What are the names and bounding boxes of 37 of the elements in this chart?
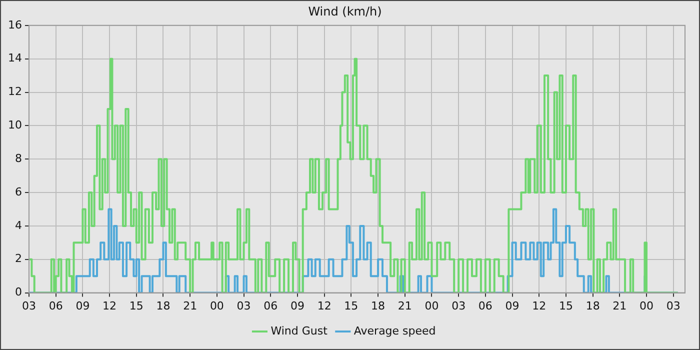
x-tick-label: 06 (48, 299, 63, 312)
x-tick-label: 12 (102, 299, 117, 312)
x-tick-label: 21 (612, 299, 627, 312)
x-tick-label: 15 (344, 299, 358, 312)
y-tick-label: 10 (8, 118, 22, 132)
x-tick-label: 03 (236, 299, 251, 312)
y-tick-label: 12 (8, 85, 22, 98)
y-tick-label: 0 (14, 286, 22, 299)
x-tick-label: 18 (586, 299, 600, 312)
legend-label: Average speed (354, 324, 436, 338)
x-tick-label: 00 (424, 299, 439, 312)
y-tick-label: 8 (14, 152, 22, 165)
x-tick-label: 12 (317, 299, 332, 312)
x-tick-label: 15 (558, 299, 573, 312)
x-tick-label: 21 (183, 299, 198, 312)
x-tick-label: 09 (505, 299, 520, 312)
y-tick-label: 16 (8, 18, 22, 32)
x-tick-label: 03 (666, 299, 680, 312)
x-tick-label: 15 (129, 299, 144, 312)
x-tick-label: 06 (264, 299, 278, 312)
y-tick-label: 4 (14, 218, 22, 232)
x-tick-label: 03 (452, 299, 466, 312)
chart-title: Wind (km/h) (308, 4, 382, 18)
x-tick-label: 03 (22, 299, 36, 312)
x-tick-label: 06 (478, 299, 492, 312)
x-tick-label: 18 (156, 299, 170, 312)
x-tick-label: 00 (210, 299, 224, 312)
y-tick-label: 6 (14, 185, 22, 198)
x-tick-label: 21 (398, 299, 412, 312)
x-tick-label: 18 (371, 299, 386, 312)
x-tick-label: 00 (640, 299, 654, 312)
y-tick-label: 2 (14, 252, 22, 266)
legend-label: Wind Gust (270, 324, 328, 338)
x-tick-label: 09 (290, 299, 304, 312)
x-tick-label: 09 (76, 299, 90, 312)
y-tick-label: 14 (8, 52, 22, 65)
x-tick-label: 12 (532, 299, 546, 312)
